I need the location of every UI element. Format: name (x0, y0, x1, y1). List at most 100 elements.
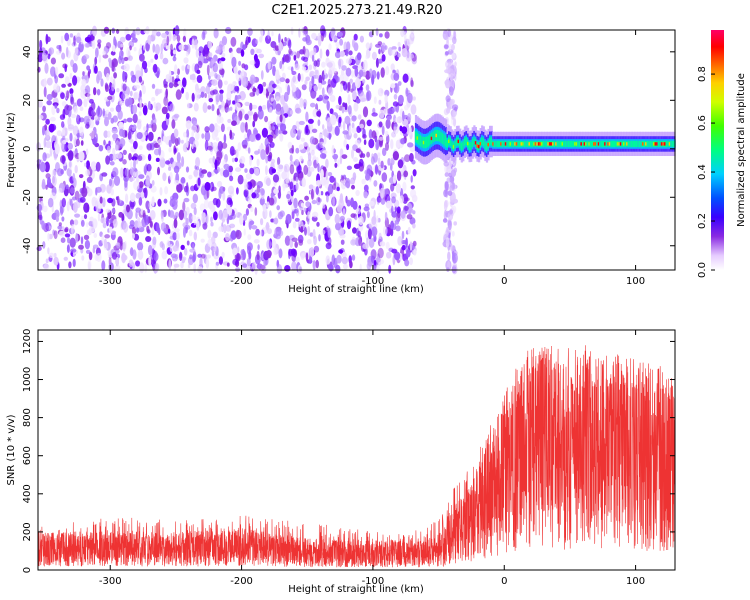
signal-peak-cell (504, 142, 508, 146)
signal-cell (449, 137, 452, 146)
spectrogram-cell (452, 198, 459, 204)
signal-cell (498, 140, 501, 148)
spectrogram-cell (109, 107, 115, 112)
spectrogram-cell (290, 66, 294, 73)
spectrogram-cell (334, 125, 340, 136)
spectrogram-cell (174, 180, 180, 186)
spectrogram-cell (281, 171, 287, 180)
spectrogram-cell (48, 123, 55, 133)
spectrogram-cell (294, 241, 299, 248)
spectrogram-cell (42, 152, 47, 162)
spectrogram-cell (366, 262, 372, 270)
spectrogram-cell (232, 100, 236, 105)
spectrogram-cell (266, 99, 270, 110)
spectrogram-cell (378, 99, 382, 105)
spectrogram-cell (260, 264, 267, 274)
spectrogram-cell (165, 74, 171, 80)
signal-peak-cell (583, 142, 587, 146)
spectrogram-cell (103, 139, 106, 146)
spectrogram-cell (234, 102, 241, 111)
spectrogram-cell (109, 161, 115, 166)
spectrogram-cell (56, 50, 61, 55)
spectrogram-cell (291, 237, 298, 243)
spectrogram-cell (125, 34, 132, 41)
spectrogram-cell (223, 133, 227, 143)
spectrogram-cell (152, 264, 155, 271)
spectrogram-cell (393, 125, 397, 131)
spectrogram-cell (157, 198, 162, 207)
spectrogram-cell (122, 149, 127, 156)
spectrogram-cell (115, 196, 119, 201)
spectrogram-cell (129, 90, 133, 97)
spectrogram-cell (353, 33, 358, 41)
spectrogram-cell (302, 252, 306, 257)
snr-panel: -300 -200 -100 0 100 0 200 400 600 800 1000 1200 H… (6, 329, 676, 595)
spectrogram-cell (166, 35, 170, 46)
spectrogram-cell (377, 157, 381, 166)
spectrogram-cell (267, 228, 272, 235)
spectrogram-cell (307, 152, 312, 162)
spectrogram-cell (254, 150, 260, 155)
spectrogram-cell (56, 130, 62, 137)
spectrogram-cell (53, 252, 57, 258)
spectrogram-cell (293, 176, 297, 182)
spectrogram-cell (218, 226, 224, 232)
spectrogram-cell (229, 146, 235, 156)
spectrogram-cell (278, 33, 281, 44)
spectrogram-cell (207, 41, 213, 49)
spectrogram-cell (252, 120, 256, 128)
spectrogram-cell (193, 263, 196, 273)
spectrogram-cell (384, 31, 390, 39)
spectrogram-cell (284, 235, 291, 246)
spectrogram-cell (207, 105, 212, 110)
spectrogram-cell (241, 63, 246, 69)
spectrogram-cell (161, 32, 167, 39)
signal-cell (482, 138, 485, 147)
spectrogram-cell (95, 186, 102, 193)
spectrogram-cell (157, 138, 163, 146)
spectrogram-cell (338, 197, 345, 209)
spectrogram-cell (232, 247, 238, 256)
spectrogram-cell (339, 148, 344, 157)
spectrogram-cell (212, 142, 218, 148)
spectrogram-cell (284, 91, 289, 102)
spectrogram-cell (126, 204, 130, 213)
spectrogram-cell (183, 131, 187, 138)
spectrogram-cell (340, 239, 345, 245)
spectrogram-cell (104, 116, 109, 127)
spectrogram-cell (137, 217, 141, 223)
spectrogram-cell (61, 52, 66, 60)
spectrogram-cell (390, 63, 395, 71)
spectrogram-cell (218, 63, 223, 68)
spectrogram-cell (277, 156, 281, 166)
spectrogram-cell (186, 137, 189, 148)
spectrogram-cell (260, 218, 264, 226)
spectrogram-cell (355, 148, 361, 153)
spectrogram-cell (215, 261, 220, 266)
spectrogram-cell (273, 217, 279, 225)
signal-cell (610, 140, 613, 148)
spectrogram-cell (42, 125, 45, 136)
y-tick-label: 20 (22, 94, 33, 107)
spectrogram-cell (212, 155, 216, 164)
spectrogram-cell (104, 234, 110, 239)
spectrogram-cell (128, 259, 134, 268)
spectrogram-cell (164, 186, 169, 195)
spectrogram-cell (206, 213, 209, 224)
spectrogram-cell (74, 213, 81, 218)
spectrogram-cell (130, 200, 135, 210)
spectrogram-cell (116, 243, 120, 249)
spectrogram-cell (202, 47, 209, 57)
spectrogram-cell (446, 107, 451, 114)
spectrogram-cell (141, 60, 148, 70)
spectrogram-cell (131, 74, 137, 83)
y-tick-label: -40 (22, 238, 33, 254)
spectrogram-cell (69, 72, 73, 80)
spectrogram-cell (131, 226, 137, 235)
spectrogram-cell (151, 83, 156, 89)
spectrogram-cell (385, 118, 391, 129)
spectrogram-cell (119, 36, 126, 43)
spectrogram-cell (81, 78, 87, 87)
spectrogram-cell (46, 100, 52, 106)
spectrogram-cell (112, 153, 117, 161)
